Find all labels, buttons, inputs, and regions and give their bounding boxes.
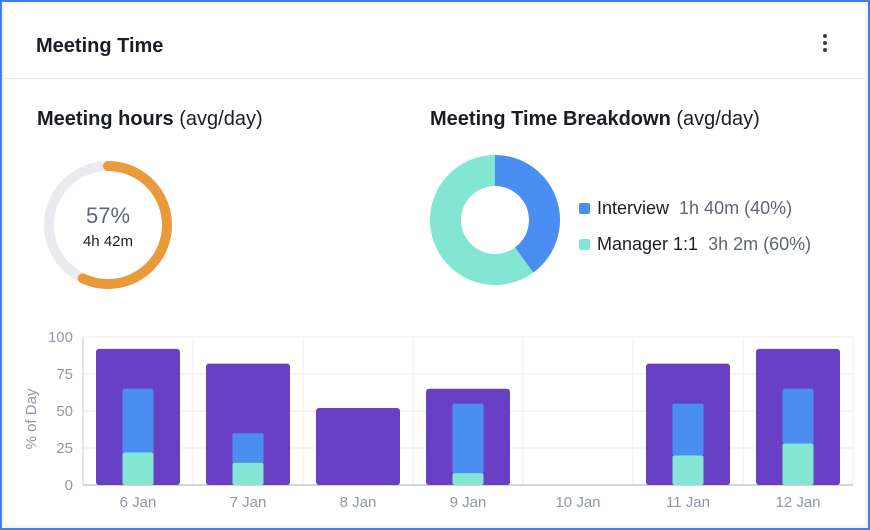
legend-swatch-manager-1-1 <box>579 238 590 250</box>
legend-value: 1h 40m (40%) <box>679 197 793 218</box>
donut-slice-manager-1-1[interactable] <box>430 155 534 285</box>
y-tick-label: 50 <box>56 403 73 420</box>
meeting-hours-title-suffix: (avg/day) <box>179 108 263 130</box>
meeting-hours-title-text: Meeting hours <box>37 108 174 130</box>
meeting-hours-title: Meeting hours (avg/day) <box>37 108 263 131</box>
bar-manager-1-1-6-jan[interactable] <box>122 452 154 485</box>
bar-interview-11-jan[interactable] <box>672 403 704 456</box>
x-tick-label: 8 Jan <box>340 494 377 511</box>
y-tick-label: 0 <box>65 477 73 494</box>
breakdown-title-suffix: (avg/day) <box>676 108 760 130</box>
gauge-time-label: 4h 42m <box>82 233 134 250</box>
x-tick-label: 12 Jan <box>775 494 820 511</box>
legend-item-manager-1-1[interactable]: Manager 1:1 3h 2m (60%) <box>579 226 811 262</box>
x-tick-label: 9 Jan <box>450 494 487 511</box>
x-tick-label: 11 Jan <box>666 494 710 511</box>
donut-slice-interview[interactable] <box>495 155 560 273</box>
bar-manager-1-1-9-jan[interactable] <box>452 473 484 485</box>
bar-manager-1-1-11-jan[interactable] <box>672 455 704 485</box>
bar-interview-12-jan[interactable] <box>782 388 814 444</box>
breakdown-title: Meeting Time Breakdown (avg/day) <box>430 108 760 131</box>
y-tick-label: 100 <box>48 329 73 346</box>
bar-total-8-jan[interactable] <box>316 408 400 485</box>
breakdown-legend: Interview 1h 40m (40%) Manager 1:1 3h 2m… <box>579 190 811 262</box>
bar-total-7-jan[interactable] <box>206 363 290 485</box>
gauge-percent-label: 57% <box>85 203 131 228</box>
bar-manager-1-1-12-jan[interactable] <box>782 443 814 485</box>
kebab-vertical-icon[interactable] <box>817 32 833 54</box>
y-tick-label: 75 <box>56 366 73 383</box>
legend-item-interview[interactable]: Interview 1h 40m (40%) <box>579 190 811 226</box>
x-tick-label: 7 Jan <box>230 494 267 511</box>
card-title: Meeting Time <box>36 35 164 57</box>
gauge-fill <box>44 161 172 289</box>
bar-manager-1-1-7-jan[interactable] <box>232 462 264 485</box>
bar-interview-7-jan[interactable] <box>232 433 264 463</box>
daily-meeting-bar-chart: 0 25 50 75 100 % of Day 6 Jan 7 Jan 8 Jan 9 Jan 10… <box>23 329 854 511</box>
y-tick-label: 25 <box>56 440 73 457</box>
card-header: Meeting Time <box>5 5 865 79</box>
x-tick-label: 6 Jan <box>120 494 157 511</box>
y-axis-label: % of Day <box>23 388 40 449</box>
legend-name: Manager 1:1 <box>597 233 699 254</box>
bar-interview-9-jan[interactable] <box>452 403 484 474</box>
bar-interview-6-jan[interactable] <box>122 388 154 453</box>
legend-swatch-interview <box>579 202 590 214</box>
legend-value: 3h 2m (60%) <box>708 233 812 254</box>
breakdown-donut <box>430 155 560 285</box>
legend-name: Interview <box>597 197 670 218</box>
x-tick-label: 10 Jan <box>555 494 600 511</box>
breakdown-title-text: Meeting Time Breakdown <box>430 108 671 130</box>
meeting-hours-gauge <box>44 161 172 289</box>
meeting-time-card: Meeting Time Meeting hours (avg/day) 57%… <box>5 5 865 525</box>
